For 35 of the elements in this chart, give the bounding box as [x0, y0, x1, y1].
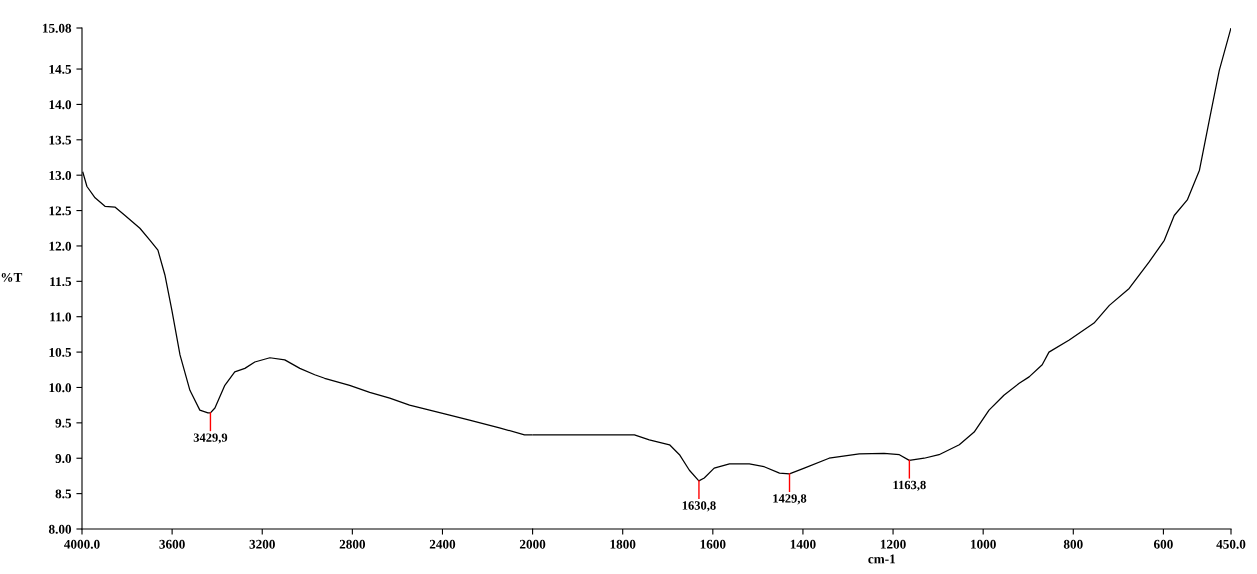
annotation: 1630,8 — [682, 501, 716, 512]
x-tick-label: 1000 — [971, 539, 996, 549]
x-tick-label: 2400 — [429, 539, 456, 549]
x-tick-label: 1600 — [700, 539, 726, 549]
annotation: 3429,9 — [193, 433, 228, 444]
annotation: 1429,8 — [773, 494, 807, 505]
y-tick-label: 13.0 — [49, 170, 72, 180]
y-tick-label: 14.0 — [49, 100, 72, 110]
y-tick-label: 12.0 — [49, 241, 72, 251]
x-axis-title: cm-1 — [868, 554, 896, 564]
y-tick-label: 11.0 — [50, 312, 72, 322]
x-tick-label: 800 — [1063, 539, 1083, 549]
y-tick-label: 10.5 — [49, 347, 72, 357]
y-tick-label: 11.5 — [50, 277, 72, 287]
x-tick-label: 450.0 — [1216, 539, 1246, 549]
x-tick-label: 3200 — [249, 539, 275, 549]
y-tick-label: 8.00 — [48, 524, 72, 534]
annotation: 1163,8 — [893, 480, 926, 492]
y-tick-label: 9.5 — [55, 418, 72, 428]
x-tick-label: 4000.0 — [64, 539, 100, 549]
x-tick-label: 2800 — [339, 539, 366, 549]
y-tick-label: 9.0 — [55, 454, 72, 463]
y-tick-label: 14.5 — [49, 64, 72, 74]
y-tick-label: 8.5 — [55, 489, 72, 499]
y-tick-label: 12.5 — [49, 206, 72, 216]
x-tick-label: 600 — [1153, 539, 1173, 549]
x-tick-label: 2000 — [519, 539, 546, 549]
y-tick-label: 15.08 — [42, 23, 72, 33]
x-tick-label: 1800 — [610, 539, 636, 549]
x-tick-label: 1200 — [880, 539, 906, 549]
x-tick-label: 1400 — [790, 539, 816, 549]
y-tick-label: 13.5 — [49, 135, 72, 145]
y-axis-title: %T — [1, 272, 23, 282]
y-tick-label: 10.0 — [49, 383, 72, 393]
x-tick-label: 3600 — [159, 539, 185, 549]
